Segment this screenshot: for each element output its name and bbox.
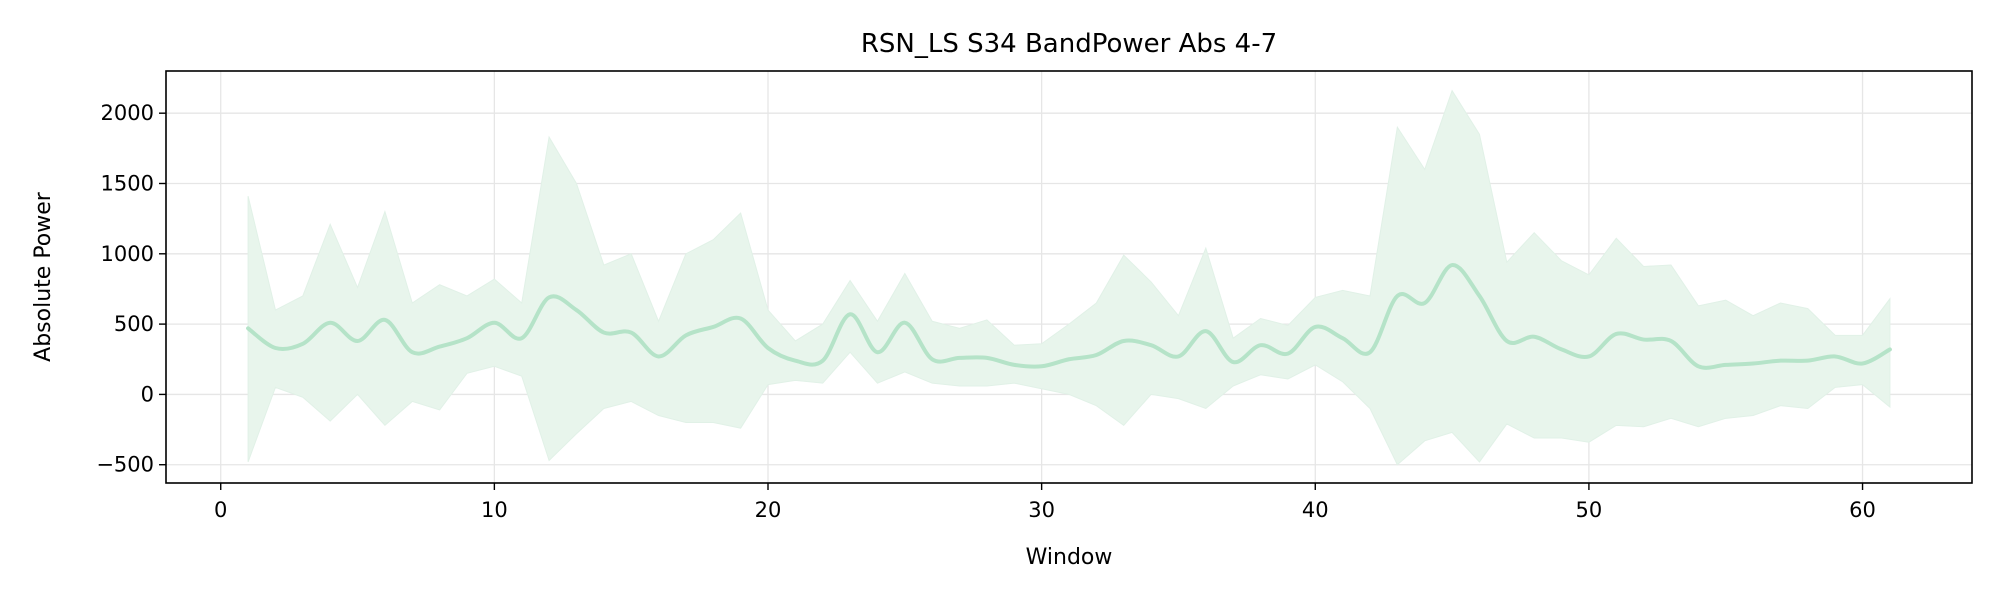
y-tick-label: 1500: [101, 171, 154, 195]
variance-band: [247, 89, 1891, 466]
line-layer: [246, 263, 1892, 370]
ticks: 0 10 20 30 40 50 60 −500 0 500 1000 1500 2000: [96, 101, 1876, 522]
y-tick-label: −500: [96, 453, 154, 477]
y-tick-label: 2000: [101, 101, 154, 125]
x-tick-label: 60: [1849, 498, 1876, 522]
y-axis-title: Absolute Power: [31, 191, 56, 362]
y-tick-label: 1000: [101, 242, 154, 266]
x-axis-title: Window: [1026, 545, 1113, 570]
band-layer: [247, 89, 1891, 466]
plot-frame: [165, 70, 1973, 484]
y-tick-label: 0: [141, 382, 154, 406]
y-tick-label: 500: [114, 312, 154, 336]
mean-line: [246, 263, 1892, 370]
x-tick-label: 40: [1302, 498, 1329, 522]
chart-title: RSN_LS S34 BandPower Abs 4-7: [861, 29, 1277, 59]
x-tick-label: 0: [214, 498, 227, 522]
x-tick-label: 50: [1576, 498, 1603, 522]
x-tick-label: 10: [481, 498, 508, 522]
x-tick-label: 30: [1028, 498, 1055, 522]
x-tick-label: 20: [755, 498, 782, 522]
